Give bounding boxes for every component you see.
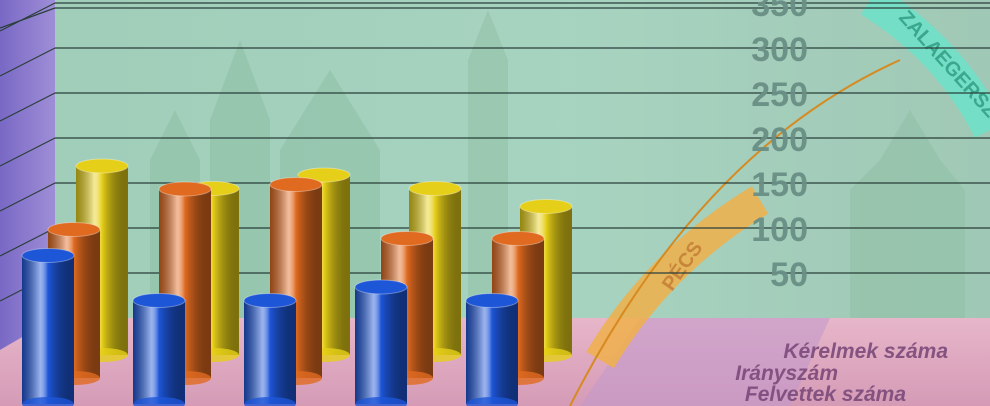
gridline-wall-top (0, 7, 56, 29)
y-tick-label: 100 (751, 211, 808, 249)
bar-base (466, 397, 518, 406)
bar-base (133, 397, 185, 406)
legend-entry: Felvettek száma (745, 383, 906, 406)
legend-entry: Irányszám (735, 362, 838, 385)
bar-cylinder (243, 293, 297, 406)
bar-cylinder (465, 293, 519, 406)
bar-base (355, 397, 407, 406)
y-tick-label: 200 (751, 121, 808, 159)
bar-cylinder (21, 248, 75, 406)
orange-arc (586, 186, 769, 369)
bar-base (244, 397, 296, 406)
bar-top (519, 199, 573, 214)
bar-top (380, 231, 434, 246)
bar-shading (22, 255, 74, 404)
y-tick-label: 250 (751, 76, 808, 114)
bar-cylinder (132, 293, 186, 406)
bar-top (75, 158, 129, 174)
bar-cylinder (354, 279, 408, 406)
bar-top (408, 181, 462, 196)
gridline-wall (0, 227, 56, 257)
bar-top (132, 293, 186, 308)
bar-top (47, 222, 101, 237)
gridline-wall (0, 2, 56, 32)
y-tick-label: 300 (751, 31, 808, 69)
y-tick-label: 150 (751, 166, 808, 204)
bar-top (21, 248, 75, 263)
bar-base (22, 397, 74, 406)
bar-shading (244, 300, 296, 404)
bar-top (158, 181, 212, 197)
teal-arc (860, 0, 990, 138)
bar-top (465, 293, 519, 308)
bar-top (269, 177, 323, 192)
bar-top (491, 231, 545, 246)
y-tick-labels: 50 100 150 200 250 300 350 (751, 0, 808, 294)
gridline-wall (0, 47, 56, 77)
bar-top (297, 167, 351, 183)
thin-arc (569, 59, 901, 406)
y-tick-label: 50 (770, 256, 808, 294)
bars (21, 158, 573, 406)
gridline-wall (0, 182, 56, 212)
bar-top (243, 293, 297, 308)
bar-shading (355, 287, 407, 404)
gridline-wall (0, 92, 56, 122)
bar-shading (466, 300, 518, 404)
legend-entry: Kérelmek száma (783, 340, 948, 363)
bar-shading (133, 300, 185, 404)
gridline-wall (0, 137, 56, 167)
y-tick-label: 350 (751, 0, 808, 24)
bar-top (354, 279, 408, 295)
